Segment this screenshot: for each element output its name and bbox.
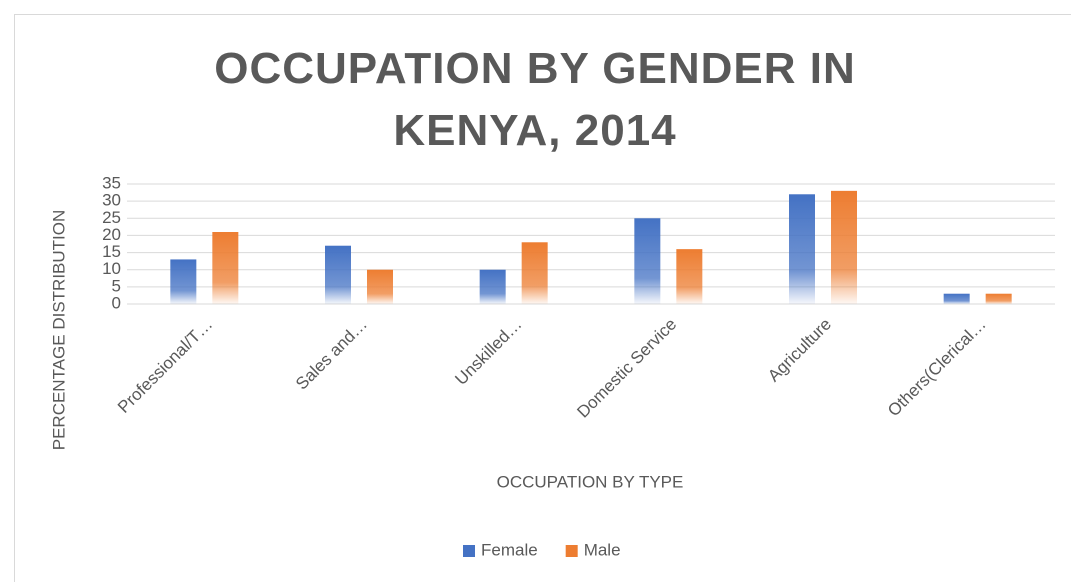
bar	[789, 194, 815, 304]
bar	[634, 218, 661, 304]
y-tick-label: 15	[102, 242, 121, 261]
y-tick-label: 5	[112, 276, 121, 295]
legend-label: Female	[481, 540, 538, 559]
y-tick-label: 25	[102, 208, 121, 227]
bar	[831, 190, 857, 304]
x-tick-label: Professional/T…	[114, 315, 216, 417]
bar	[212, 232, 239, 304]
y-tick-label: 0	[112, 293, 121, 312]
y-tick-label: 20	[102, 225, 121, 244]
y-tick-label: 10	[102, 259, 121, 278]
chart-title: OCCUPATION BY GENDER IN KENYA, 2014	[214, 44, 856, 155]
x-tick-label: Agriculture	[764, 315, 835, 386]
y-axis-title: PERCENTAGE DISTRIBUTION	[49, 210, 68, 451]
x-tick-label: Others(Clerical…	[884, 315, 990, 421]
x-tick-label: Sales and…	[292, 315, 371, 394]
bar	[170, 259, 197, 304]
y-tick-label: 35	[102, 173, 121, 192]
legend-label: Male	[584, 540, 621, 559]
y-tick-label: 30	[102, 191, 121, 210]
legend-swatch	[463, 545, 475, 557]
bar	[367, 269, 393, 304]
x-tick-label: Unskilled…	[451, 315, 525, 389]
bar	[943, 293, 970, 304]
chart-border	[14, 14, 1071, 582]
bar	[985, 293, 1012, 304]
x-tick-label: Domestic Service	[573, 315, 680, 422]
bar	[325, 245, 351, 304]
bar	[521, 242, 548, 304]
bar	[479, 269, 506, 304]
x-axis-title: OCCUPATION BY TYPE	[497, 472, 684, 491]
legend-swatch	[565, 545, 578, 557]
bar	[676, 249, 703, 304]
